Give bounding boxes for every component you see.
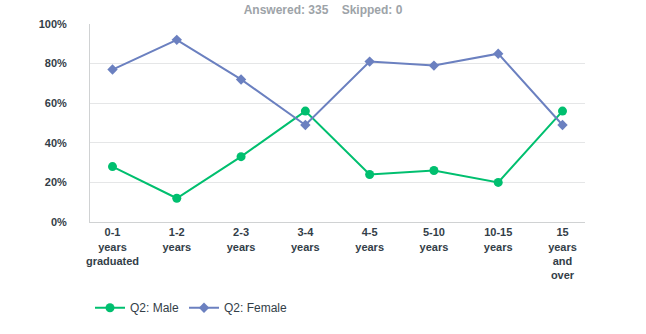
svg-text:4-5years: 4-5years bbox=[355, 226, 384, 252]
svg-text:5-10years: 5-10years bbox=[420, 226, 449, 252]
svg-text:80%: 80% bbox=[45, 57, 67, 69]
svg-text:40%: 40% bbox=[45, 137, 67, 149]
svg-text:Q2: Female: Q2: Female bbox=[224, 301, 287, 315]
svg-text:Q2: Male: Q2: Male bbox=[130, 301, 179, 315]
svg-text:15yearsandover: 15yearsandover bbox=[548, 226, 577, 281]
svg-text:100%: 100% bbox=[39, 18, 67, 30]
svg-text:Answered: 335 Skipped: 0: Answered: 335 Skipped: 0 bbox=[244, 3, 403, 17]
svg-text:20%: 20% bbox=[45, 176, 67, 188]
svg-text:0-1yearsgraduated: 0-1yearsgraduated bbox=[86, 226, 139, 267]
svg-text:60%: 60% bbox=[45, 97, 67, 109]
svg-text:1-2years: 1-2years bbox=[162, 226, 191, 252]
svg-text:10-15years: 10-15years bbox=[484, 226, 513, 252]
svg-text:3-4years: 3-4years bbox=[291, 226, 320, 252]
svg-text:0%: 0% bbox=[51, 216, 67, 228]
svg-text:2-3years: 2-3years bbox=[227, 226, 256, 252]
